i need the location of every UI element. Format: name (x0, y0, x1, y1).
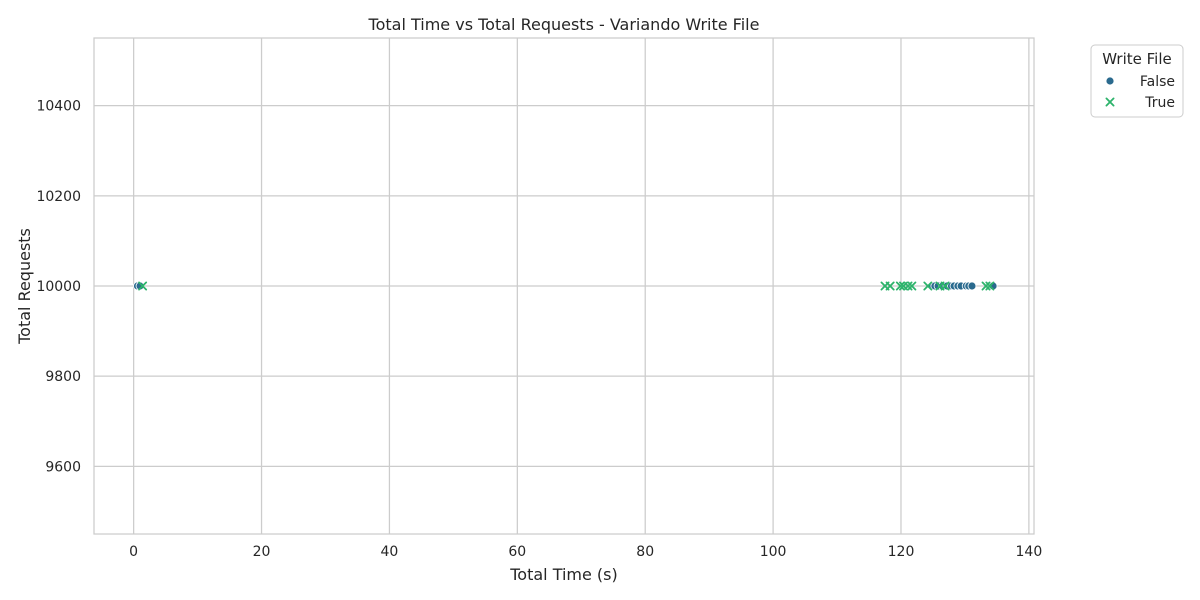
data-point (940, 281, 950, 291)
x-axis-label: Total Time (s) (509, 565, 618, 584)
y-tick-label: 10000 (36, 279, 81, 295)
points-layer (133, 281, 998, 291)
legend-item: True (1105, 95, 1175, 111)
data-point (907, 281, 917, 291)
data-point (895, 281, 905, 291)
data-point (985, 281, 995, 291)
legend: Write File False True (1090, 44, 1184, 118)
circle-marker-icon (1105, 76, 1115, 86)
data-point (138, 281, 148, 291)
x-tick-label: 100 (760, 544, 787, 560)
y-tick-label: 10400 (36, 99, 81, 115)
x-tick-label: 140 (1016, 544, 1043, 560)
y-tick-label: 10200 (36, 189, 81, 205)
x-tick-label: 0 (129, 544, 138, 560)
data-point (967, 281, 977, 291)
y-tick-label: 9600 (45, 459, 81, 475)
legend-item: False (1105, 74, 1175, 90)
series-true (138, 281, 995, 291)
grid-layer (94, 38, 1034, 534)
y-tick-label: 9800 (45, 369, 81, 385)
data-point (135, 281, 145, 291)
x-tick-label: 120 (888, 544, 915, 560)
x-tick-label: 20 (253, 544, 271, 560)
x-tick-labels: 0 20 40 60 80 100 120 140 (129, 544, 1042, 560)
plot-frame (93, 37, 1035, 535)
data-point (885, 281, 895, 291)
x-tick-label: 80 (636, 544, 654, 560)
x-marker-icon (1105, 97, 1115, 107)
legend-label: True (1144, 95, 1175, 111)
x-tick-label: 60 (508, 544, 526, 560)
series-false (133, 281, 998, 291)
y-tick-labels: 9600 9800 10000 10200 10400 (36, 99, 81, 476)
y-axis-label: Total Requests (15, 228, 34, 345)
data-point (923, 281, 933, 291)
legend-label: False (1140, 74, 1175, 90)
x-tick-label: 40 (381, 544, 399, 560)
chart-title: Total Time vs Total Requests - Variando … (368, 15, 760, 34)
legend-items: False True (1105, 74, 1175, 111)
legend-title: Write File (1102, 50, 1171, 68)
